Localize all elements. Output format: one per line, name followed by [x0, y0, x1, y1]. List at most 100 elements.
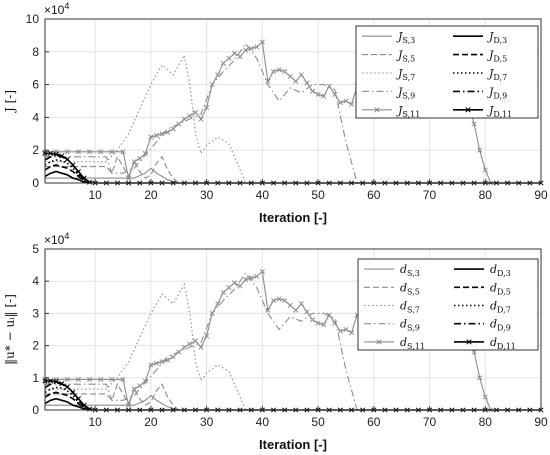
- legend-label: JD,11: [487, 104, 512, 119]
- legend-entry-d-d-5: dD,5: [454, 281, 511, 296]
- legend-label: dD,5: [490, 281, 511, 296]
- legend-label: dD,3: [490, 263, 511, 278]
- data-point-d-s-11: [254, 273, 260, 279]
- data-point-j-s-11: [131, 159, 137, 165]
- y-tick-label: 0: [32, 176, 39, 190]
- legend-entry-d-d-3: dD,3: [454, 263, 511, 278]
- y-tick-label: 4: [32, 274, 39, 288]
- legend-entry-d-s-11: dS,11: [364, 336, 425, 351]
- legend-marker: [466, 339, 472, 345]
- legend-label: JS,5: [396, 49, 415, 64]
- data-point-j-s-11: [87, 149, 93, 155]
- legend-marker: [465, 107, 471, 113]
- x-tick-label: 40: [256, 415, 270, 429]
- data-point-d-s-11: [109, 376, 115, 382]
- axis-multiplier-base: ×10: [44, 233, 65, 247]
- legend-entry-j-d-9: JD,9: [453, 85, 507, 100]
- y-tick-label: 0: [32, 403, 39, 417]
- legend-label: JS,9: [396, 85, 415, 100]
- series-line-d-s-7: [45, 282, 247, 411]
- data-point-j-d-11: [70, 162, 76, 168]
- data-point-j-s-11: [332, 91, 338, 97]
- data-point-j-d-11: [53, 151, 59, 157]
- data-point-d-s-11: [265, 307, 271, 313]
- data-point-d-s-11: [309, 317, 316, 323]
- data-point-d-s-11: [304, 309, 310, 315]
- legend-label: dS,5: [400, 281, 420, 296]
- data-point-d-s-11: [176, 349, 182, 355]
- x-tick-label: 30: [200, 188, 214, 202]
- data-point-d-s-11: [126, 402, 132, 408]
- x-tick-label: 60: [367, 415, 381, 429]
- data-point-j-s-11: [282, 68, 288, 75]
- legend-entry-d-s-9: dS,9: [364, 318, 420, 333]
- series-line-j-s-9: [45, 42, 358, 184]
- data-point-d-s-11: [321, 322, 327, 328]
- series-line-d-d-9: [44, 381, 90, 411]
- data-point-d-s-11: [326, 312, 332, 318]
- data-point-j-s-11: [265, 78, 271, 84]
- data-point-j-s-11: [477, 147, 483, 153]
- data-point-j-s-11: [192, 109, 199, 116]
- axis-multiplier-exponent: 4: [64, 231, 69, 241]
- data-point-j-s-11: [315, 91, 321, 97]
- x-tick-label: 20: [144, 415, 158, 429]
- legend-entry-j-d-3: JD,3: [453, 30, 507, 45]
- data-point-j-s-11: [137, 155, 143, 161]
- data-point-d-s-11: [131, 386, 137, 392]
- x-tick-label: 60: [367, 188, 381, 202]
- series-line-j-s-7: [45, 53, 247, 184]
- data-point-j-s-11: [198, 116, 204, 122]
- legend: JS,3 JS,5 JS,7 JS,9 JS,11 JD,3 JD,5 JD,7 JD,9 JD,…: [355, 25, 539, 119]
- legend-label: JD,9: [487, 85, 507, 100]
- legend-label: JD,5: [487, 49, 507, 64]
- data-point-d-s-11: [226, 285, 232, 291]
- data-point-d-s-11: [209, 310, 215, 316]
- data-point-d-s-11: [192, 338, 199, 344]
- x-tick-label: 50: [311, 188, 325, 202]
- data-point-d-s-11: [332, 320, 338, 326]
- data-point-j-s-11: [209, 82, 215, 88]
- y-tick-label: 5: [32, 242, 39, 256]
- data-point-d-s-11: [137, 383, 143, 389]
- legend-box: [357, 258, 539, 351]
- data-point-j-s-11: [237, 54, 243, 60]
- legend-label: JS,7: [396, 67, 415, 82]
- data-point-j-s-11: [98, 149, 104, 155]
- axis-multiplier-base: ×10: [44, 3, 65, 17]
- data-point-j-s-11: [326, 83, 332, 89]
- axes-box: [44, 248, 542, 411]
- y-axis-label: J [-]: [3, 90, 17, 114]
- data-point-j-s-11: [276, 67, 282, 73]
- x-tick-label: 10: [88, 188, 102, 202]
- data-point-j-s-11: [187, 113, 193, 119]
- data-point-j-s-11: [159, 131, 165, 137]
- data-point-d-s-11: [148, 362, 154, 368]
- data-point-d-s-11: [220, 289, 226, 296]
- data-point-d-s-11: [315, 320, 321, 326]
- data-point-d-s-11: [477, 375, 483, 381]
- x-axis-label: Iteration [-]: [259, 210, 327, 225]
- legend-label: dD,9: [490, 318, 511, 333]
- series-line-d-d-5: [44, 391, 90, 411]
- data-point-d-s-11: [204, 333, 210, 339]
- data-point-j-s-11: [287, 73, 293, 79]
- data-point-d-d-11: [75, 396, 81, 402]
- legend-entry-j-s-5: JS,5: [362, 49, 415, 64]
- data-point-j-s-11: [348, 101, 355, 107]
- data-point-j-s-11: [309, 88, 316, 94]
- y-tick-label: 3: [32, 306, 39, 320]
- data-point-j-s-11: [248, 45, 254, 52]
- data-point-d-s-11: [259, 268, 265, 275]
- legend-label: dS,3: [400, 263, 420, 278]
- data-point-j-d-11: [48, 150, 54, 157]
- y-tick-label: 8: [32, 45, 39, 59]
- y-tick-label: 10: [26, 12, 40, 26]
- series-line-d-s-9: [45, 272, 358, 411]
- series-line-d-d-3: [44, 397, 90, 411]
- data-point-d-s-11: [270, 297, 277, 304]
- x-tick-label: 90: [534, 188, 548, 202]
- data-point-j-s-11: [343, 98, 349, 104]
